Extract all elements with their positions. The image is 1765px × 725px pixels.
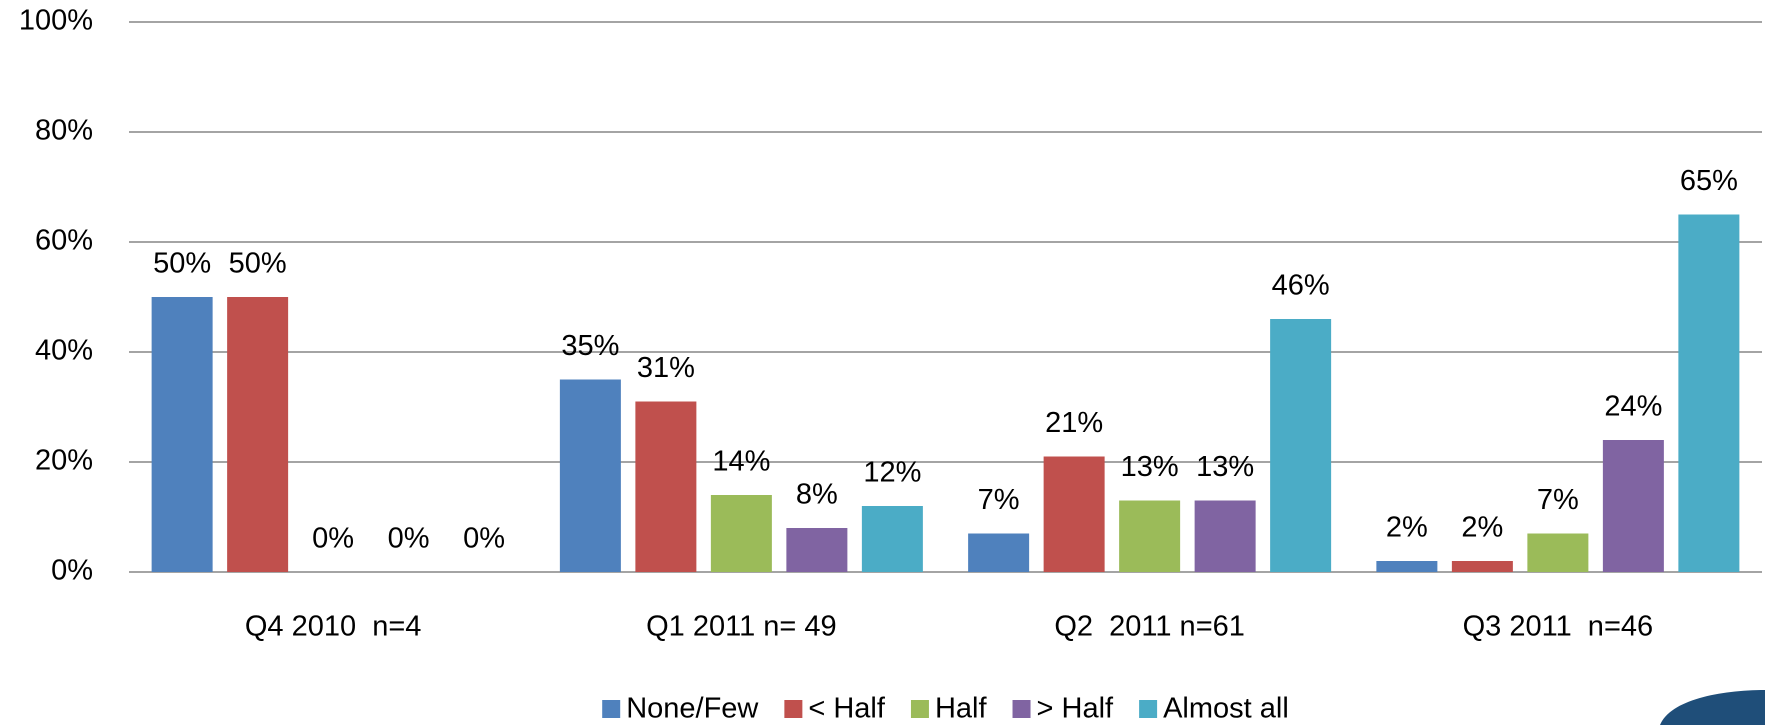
bar xyxy=(1043,456,1105,572)
bar xyxy=(1376,561,1438,572)
bar xyxy=(227,297,289,572)
value-label: 0% xyxy=(463,523,505,555)
bar xyxy=(786,528,848,572)
value-label: 21% xyxy=(1045,407,1103,439)
x-tick-label: Q2 2011 n=61 xyxy=(1054,611,1245,643)
value-label: 7% xyxy=(1537,484,1579,516)
legend-label: None/Few xyxy=(626,693,759,725)
value-label: 46% xyxy=(1272,270,1330,302)
bar xyxy=(1602,440,1664,572)
y-tick-label: 60% xyxy=(35,225,93,257)
legend-label: Almost all xyxy=(1163,693,1289,725)
y-tick-label: 40% xyxy=(35,335,93,367)
y-tick-label: 80% xyxy=(35,115,93,147)
bar xyxy=(559,379,621,572)
value-label: 35% xyxy=(561,330,619,362)
x-tick-label: Q1 2011 n= 49 xyxy=(646,611,837,643)
x-tick-label: Q3 2011 n=46 xyxy=(1463,611,1654,643)
bar xyxy=(1194,500,1256,572)
value-label: 50% xyxy=(229,248,287,280)
y-tick-label: 0% xyxy=(51,555,93,587)
bar xyxy=(861,506,923,572)
legend-swatch xyxy=(784,700,803,718)
bar xyxy=(151,297,213,572)
legend-swatch xyxy=(910,700,929,718)
value-label: 8% xyxy=(796,479,838,511)
value-label: 13% xyxy=(1196,451,1254,483)
value-label: 2% xyxy=(1461,512,1503,544)
bar xyxy=(968,533,1030,572)
decoration xyxy=(1660,690,1765,725)
y-tick-label: 100% xyxy=(19,5,93,37)
legend-label: < Half xyxy=(808,693,886,725)
bar xyxy=(710,495,772,572)
legend-swatch xyxy=(602,700,621,718)
value-label: 13% xyxy=(1121,451,1179,483)
value-label: 24% xyxy=(1604,391,1662,423)
value-label: 14% xyxy=(712,446,770,478)
value-label: 12% xyxy=(863,457,921,489)
legend-swatch xyxy=(1139,700,1158,718)
value-label: 0% xyxy=(388,523,430,555)
bar xyxy=(635,401,697,572)
bar xyxy=(1270,319,1332,572)
legend-swatch xyxy=(1012,700,1031,718)
value-label: 7% xyxy=(978,484,1020,516)
bar xyxy=(1119,500,1181,572)
value-label: 2% xyxy=(1386,512,1428,544)
legend-label: > Half xyxy=(1037,693,1115,725)
value-label: 65% xyxy=(1680,165,1738,197)
value-label: 50% xyxy=(153,248,211,280)
value-label: 31% xyxy=(637,352,695,384)
legend-label: Half xyxy=(935,693,988,725)
y-tick-label: 20% xyxy=(35,445,93,477)
bar xyxy=(1678,214,1740,572)
bar xyxy=(1527,533,1589,572)
x-tick-label: Q4 2010 n=4 xyxy=(245,611,422,643)
bar xyxy=(1451,561,1513,572)
value-label: 0% xyxy=(312,523,354,555)
